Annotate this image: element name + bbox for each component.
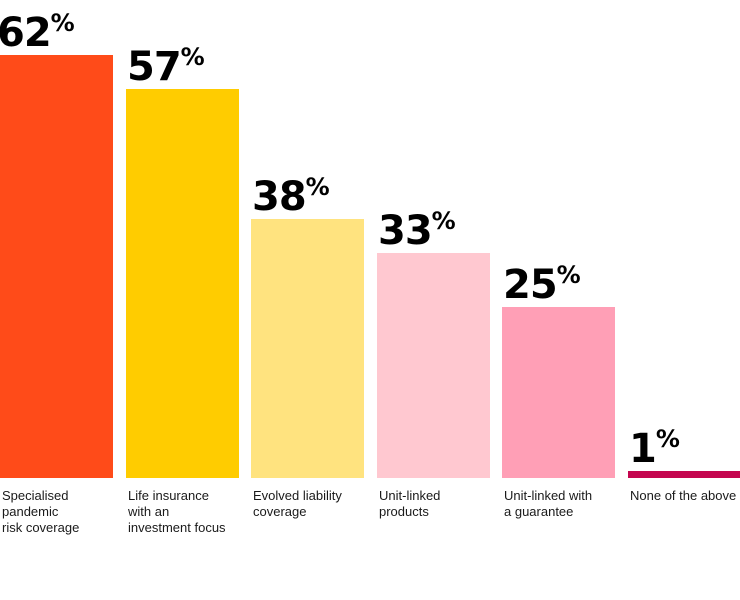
value-unit: % bbox=[655, 425, 680, 454]
value-label-5: 25% bbox=[503, 262, 581, 309]
value-number: 38 bbox=[252, 173, 307, 220]
value-number: 1 bbox=[629, 426, 657, 473]
value-unit: % bbox=[180, 43, 205, 72]
value-label-2: 57% bbox=[127, 44, 205, 91]
value-unit: % bbox=[50, 9, 75, 37]
value-number: 25 bbox=[503, 262, 558, 309]
value-unit: % bbox=[431, 206, 456, 235]
category-label-1: Specialised pandemic risk coverage bbox=[2, 488, 80, 535]
value-number: 62 bbox=[0, 10, 52, 56]
bar-1 bbox=[0, 55, 113, 478]
value-label-3: 38% bbox=[252, 173, 330, 220]
value-label-4: 33% bbox=[378, 207, 456, 254]
category-label-6: None of the above bbox=[630, 488, 737, 503]
value-label-6: 1% bbox=[629, 426, 680, 473]
bar-6 bbox=[628, 471, 740, 478]
category-label-2: Life insurance with an investment focus bbox=[128, 488, 226, 535]
value-unit: % bbox=[556, 261, 581, 290]
bar-5 bbox=[502, 307, 615, 478]
bar-2 bbox=[126, 89, 239, 478]
value-label-1: 62% bbox=[0, 10, 75, 56]
category-label-4: Unit-linked products bbox=[379, 488, 441, 519]
value-number: 33 bbox=[378, 207, 433, 254]
bar-3 bbox=[251, 218, 364, 478]
value-unit: % bbox=[305, 172, 330, 201]
value-number: 57 bbox=[127, 44, 182, 91]
category-label-5: Unit-linked with a guarantee bbox=[504, 488, 593, 519]
bar-4 bbox=[377, 252, 490, 478]
category-label-3: Evolved liability coverage bbox=[253, 488, 342, 519]
